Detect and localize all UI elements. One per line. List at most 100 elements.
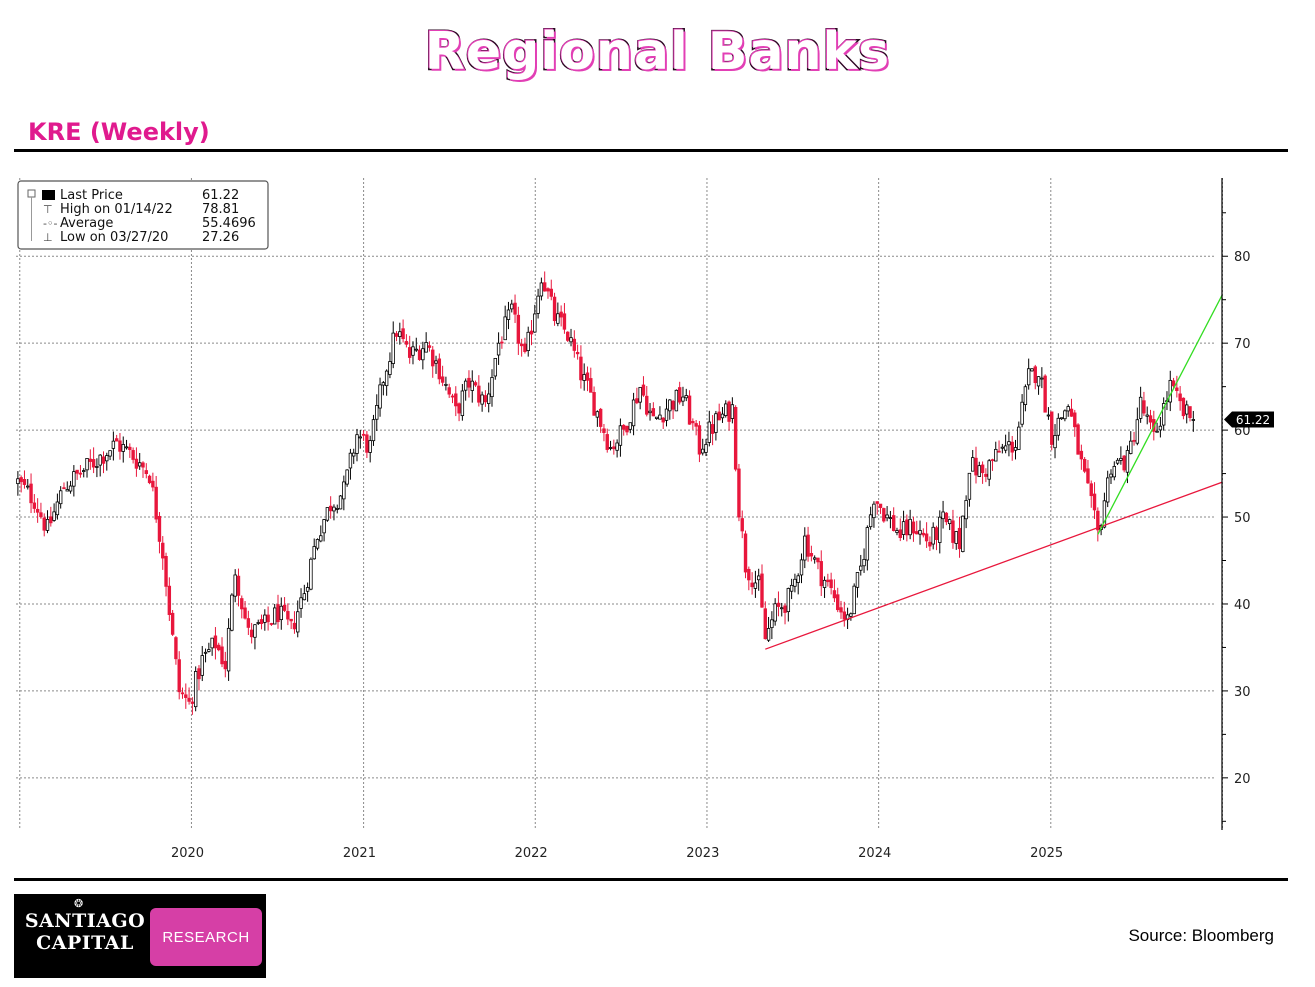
candle-body bbox=[121, 444, 125, 452]
candle-body bbox=[888, 517, 893, 519]
candle-body bbox=[299, 597, 303, 609]
candle-body bbox=[921, 532, 926, 536]
candle-body bbox=[187, 697, 191, 702]
candle-body bbox=[401, 328, 405, 340]
candle-body bbox=[951, 520, 955, 543]
candle-body bbox=[157, 515, 162, 542]
candle-body bbox=[437, 358, 442, 380]
candle-body bbox=[424, 342, 428, 353]
candle-body bbox=[704, 444, 708, 453]
candle-body bbox=[1106, 477, 1110, 503]
candle-body bbox=[964, 500, 968, 520]
candle-body bbox=[131, 450, 135, 460]
candle-body bbox=[147, 475, 152, 484]
candle-body bbox=[733, 407, 738, 470]
candle-body bbox=[868, 514, 873, 528]
candle-body bbox=[220, 646, 224, 665]
candle-body bbox=[460, 390, 465, 417]
candle-body bbox=[375, 405, 379, 420]
candle-body bbox=[1079, 450, 1084, 460]
x-axis: 2019202020212022202320242025 bbox=[171, 846, 1063, 861]
candle-body bbox=[75, 469, 79, 474]
candle-body bbox=[368, 440, 372, 453]
chart-legend: Last Price 61.22 ⊤ High on 01/14/22 78.81 -◦-… bbox=[17, 180, 269, 250]
candle-body bbox=[592, 392, 596, 416]
candle-body bbox=[473, 382, 478, 386]
candle-body bbox=[1178, 393, 1182, 402]
candle-body bbox=[1046, 414, 1051, 417]
candle-body bbox=[332, 506, 336, 512]
candle-body bbox=[88, 458, 93, 462]
candle-body bbox=[826, 579, 830, 583]
candle-body bbox=[799, 559, 804, 576]
candle-body bbox=[1161, 403, 1166, 426]
candle-body bbox=[335, 508, 339, 510]
candle-body bbox=[872, 503, 876, 519]
candle-body bbox=[658, 414, 662, 420]
y-tick-label: 30 bbox=[1234, 685, 1251, 700]
candle-body bbox=[1115, 459, 1120, 464]
candle-body bbox=[266, 614, 270, 623]
candle-body bbox=[519, 343, 524, 347]
candle-body bbox=[68, 485, 73, 492]
y-tick-label: 20 bbox=[1234, 772, 1251, 787]
candle-body bbox=[1026, 368, 1031, 386]
x-tick-label: 2025 bbox=[1030, 846, 1063, 861]
candle-body bbox=[431, 349, 435, 367]
candle-body bbox=[417, 349, 422, 360]
candle-body bbox=[717, 411, 721, 421]
candle-body bbox=[842, 611, 847, 620]
candle-body bbox=[470, 380, 474, 391]
candle-body bbox=[915, 531, 919, 535]
top-divider bbox=[14, 149, 1288, 152]
candle-body bbox=[22, 479, 27, 485]
candle-body bbox=[493, 357, 497, 377]
candle-body bbox=[631, 399, 636, 427]
candle-body bbox=[773, 603, 777, 622]
candle-body bbox=[990, 459, 995, 462]
candle-body bbox=[490, 377, 494, 398]
candle-body bbox=[552, 296, 557, 322]
logo-line-1: SANTIAGO bbox=[24, 910, 146, 932]
candle-body bbox=[477, 385, 481, 403]
candle-body bbox=[78, 472, 83, 475]
candle-body bbox=[743, 533, 748, 573]
candle-body bbox=[447, 387, 451, 395]
candle-body bbox=[128, 446, 132, 450]
candle-body bbox=[885, 514, 889, 519]
candle-body bbox=[170, 612, 175, 635]
candle-body bbox=[572, 338, 577, 351]
candle-body bbox=[457, 403, 461, 414]
candle-body bbox=[240, 598, 244, 610]
candle-body bbox=[819, 561, 823, 587]
candle-body bbox=[589, 378, 593, 393]
candle-body bbox=[753, 582, 758, 589]
candle-body bbox=[1086, 468, 1090, 484]
candle-body bbox=[342, 481, 346, 500]
y-tick-label: 40 bbox=[1234, 598, 1251, 613]
candle-body bbox=[440, 376, 445, 383]
candle-body bbox=[223, 660, 228, 670]
last-price-tag bbox=[1224, 411, 1274, 428]
candle-body bbox=[542, 282, 547, 292]
candle-body bbox=[994, 448, 998, 462]
candle-body bbox=[1017, 426, 1021, 450]
x-tick-label: 2021 bbox=[343, 846, 376, 861]
candle-body bbox=[1145, 414, 1149, 417]
candle-body bbox=[427, 345, 432, 348]
candle-body bbox=[180, 692, 185, 695]
candle-body bbox=[378, 384, 382, 409]
candle-body bbox=[404, 341, 409, 345]
candle-body bbox=[638, 386, 642, 403]
candle-body bbox=[865, 527, 870, 561]
candle-body bbox=[1138, 396, 1143, 419]
candle-body bbox=[908, 518, 912, 536]
candle-body bbox=[812, 557, 817, 560]
candle-body bbox=[875, 501, 879, 504]
candle-body bbox=[305, 587, 310, 592]
candle-body bbox=[1191, 419, 1196, 421]
candle-body bbox=[388, 361, 392, 375]
candle-body bbox=[513, 302, 517, 315]
candle-body bbox=[661, 417, 665, 423]
candle-body bbox=[249, 629, 254, 638]
